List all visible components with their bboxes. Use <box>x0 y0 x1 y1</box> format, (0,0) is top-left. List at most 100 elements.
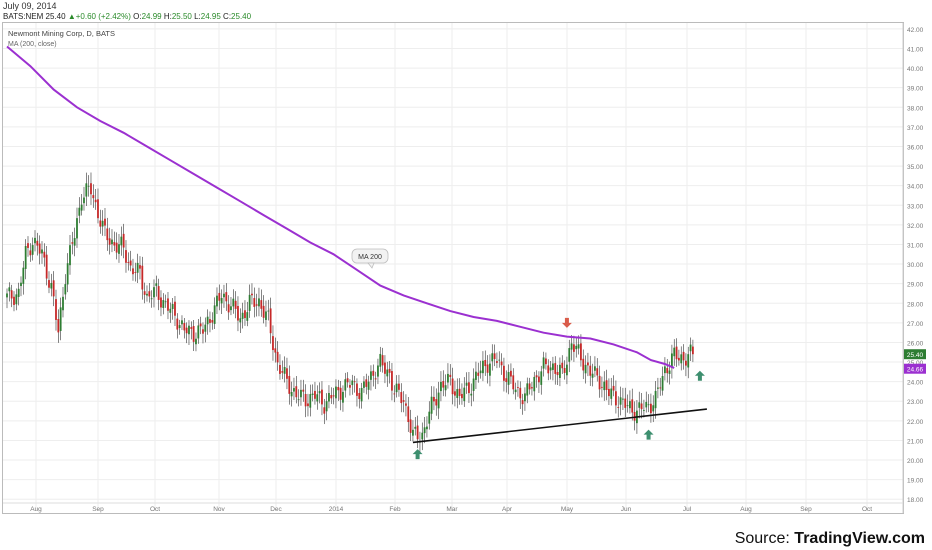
candle-body <box>629 401 631 409</box>
candle-body <box>552 363 554 370</box>
candle-body <box>241 312 244 319</box>
y-tick-label: 18.00 <box>907 497 924 504</box>
candle-body <box>281 371 284 373</box>
candle-body <box>162 300 165 308</box>
up-arrow-icon: ▲ <box>67 12 76 21</box>
candle-body <box>461 393 463 399</box>
candle-body <box>370 371 372 380</box>
candle-body <box>547 365 550 374</box>
candle-body <box>589 365 592 376</box>
y-tick-label: 38.00 <box>907 105 924 112</box>
candle-body <box>248 294 251 311</box>
candle-body <box>6 293 8 298</box>
open-label: O: <box>133 12 142 21</box>
candle-body <box>451 378 454 395</box>
candle-body <box>29 250 32 256</box>
candle-body <box>563 368 566 373</box>
candle-body <box>689 344 692 352</box>
candle-body <box>36 240 39 246</box>
candle-body <box>15 294 18 305</box>
candle-body <box>626 405 629 407</box>
candle-body <box>580 343 582 361</box>
y-tick-label: 22.00 <box>907 419 924 426</box>
candle-body <box>195 338 197 345</box>
candle-body <box>24 245 27 269</box>
candle-body <box>570 343 573 350</box>
candle-body <box>395 383 398 393</box>
quote-line: BATS:NEM 25.40 ▲+0.60 (+2.42%) O:24.99 H… <box>3 12 251 21</box>
candle-body <box>482 360 484 374</box>
candle-body <box>384 362 386 374</box>
candle-body <box>20 282 22 287</box>
candle-body <box>477 372 480 376</box>
candle-body <box>575 345 578 350</box>
support-trendline <box>412 408 707 444</box>
candle-body <box>433 396 435 402</box>
buy-arrow-icon <box>694 370 705 381</box>
candle-body <box>176 318 179 330</box>
candle-body <box>549 367 552 371</box>
candle-body <box>624 398 627 408</box>
candle-body <box>76 218 78 239</box>
candle-body <box>633 411 636 421</box>
candle-body <box>444 385 447 391</box>
candle-body <box>472 378 475 391</box>
candle-body <box>673 347 676 357</box>
candle-body <box>286 368 288 379</box>
candle-body <box>437 392 440 409</box>
candle-body <box>136 262 139 273</box>
candle-body <box>426 426 428 430</box>
candle-body <box>337 386 340 391</box>
candle-body <box>290 392 293 397</box>
candle-body <box>400 392 403 404</box>
chart-frame[interactable]: 18.00 19.00 20.00 21.00 22.00 23.00 24.00 25.00… <box>2 22 926 514</box>
candle-body <box>309 394 312 408</box>
high-value: 25.50 <box>171 12 192 21</box>
y-tick-label: 42.00 <box>907 27 924 34</box>
candle-body <box>55 299 57 320</box>
price-chart[interactable]: 18.00 19.00 20.00 21.00 22.00 23.00 24.00 25.00… <box>3 23 929 523</box>
candle-body <box>540 371 543 385</box>
x-tick-label: Oct <box>862 506 872 513</box>
candle-body <box>10 290 13 299</box>
y-tick-label: 30.00 <box>907 262 924 269</box>
candle-body <box>164 301 167 303</box>
candle-body <box>302 389 305 392</box>
candle-body <box>498 359 501 361</box>
candle-body <box>363 381 365 388</box>
x-tick-label: Jul <box>683 506 692 513</box>
candle-body <box>596 368 599 376</box>
candle-body <box>668 370 671 374</box>
candle-body <box>608 388 610 397</box>
candle-body <box>143 291 146 295</box>
candle-body <box>115 242 118 253</box>
candle-body <box>386 369 389 377</box>
candle-body <box>412 429 414 436</box>
candle-body <box>223 293 225 298</box>
candle-body <box>475 371 477 380</box>
x-tick-label: Sep <box>800 506 812 513</box>
price-change: +0.60 (+2.42%) <box>75 12 131 21</box>
low-value: 24.95 <box>200 12 221 21</box>
candle-body <box>17 288 20 297</box>
ma-callout-text: MA 200 <box>358 254 382 261</box>
candle-body <box>479 370 482 374</box>
candle-body <box>311 393 314 395</box>
candle-body <box>199 323 202 327</box>
candle-body <box>503 365 505 381</box>
candle-body <box>108 238 111 245</box>
candle-body <box>45 254 48 279</box>
candle-body <box>510 370 512 377</box>
candle-body <box>185 327 188 334</box>
candle-body <box>258 298 260 307</box>
candle-body <box>213 305 216 324</box>
close-label: C: <box>223 12 232 21</box>
candle-body <box>682 351 685 361</box>
symbol: BATS:NEM <box>3 12 44 21</box>
candle-body <box>486 364 489 373</box>
x-tick-label: Apr <box>502 506 513 513</box>
indicator-label: MA (200, close) <box>8 41 57 48</box>
candle-body <box>573 344 575 352</box>
candle-body <box>153 287 155 298</box>
candle-body <box>409 419 412 433</box>
